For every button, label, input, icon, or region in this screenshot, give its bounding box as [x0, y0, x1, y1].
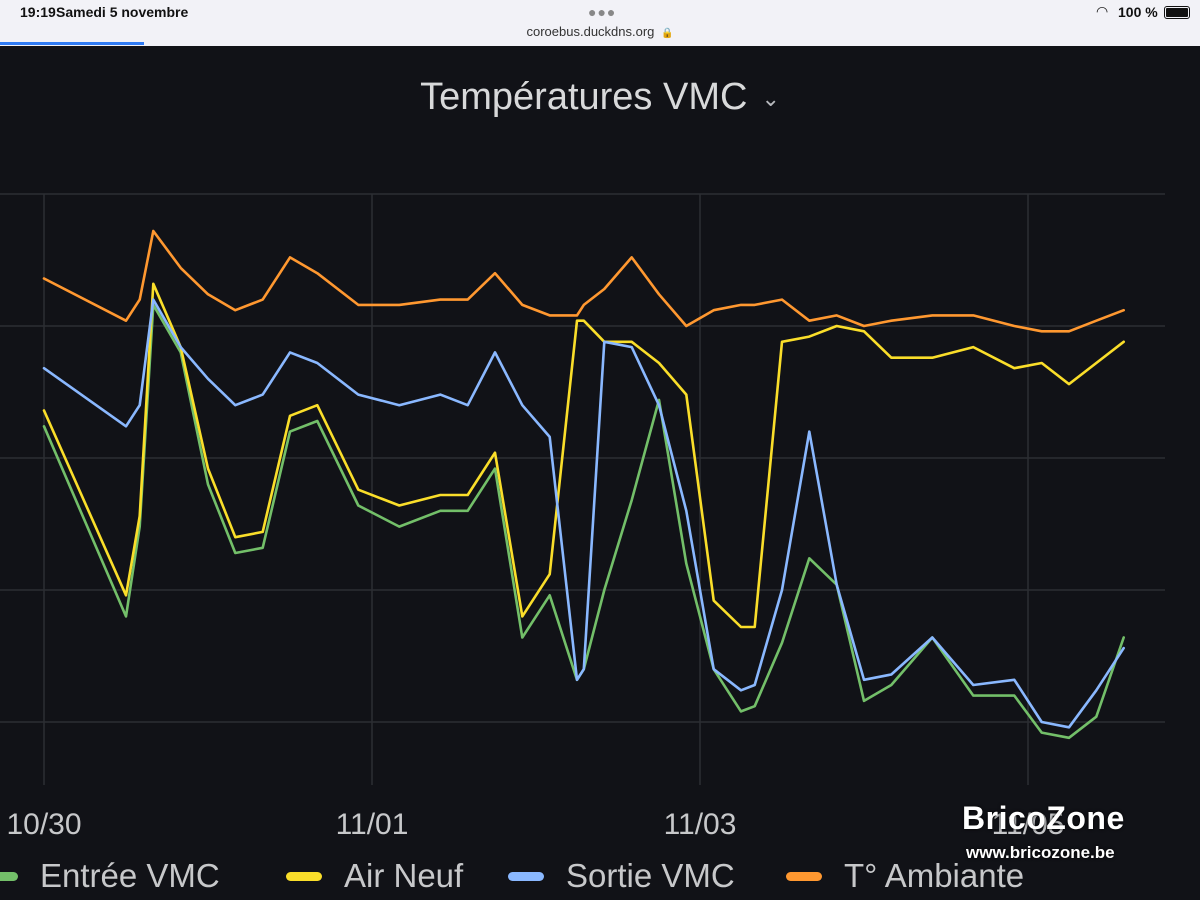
battery-percent: 100 %	[1118, 4, 1158, 20]
legend-label: Air Neuf	[344, 857, 464, 894]
watermark-logo: BricoZone www.bricozone.be	[962, 800, 1125, 863]
series-line-sortie-vmc[interactable]	[42, 298, 1125, 729]
chart-plot: 10/30 11/01 11/03 11/05	[0, 193, 1165, 841]
legend-swatch	[786, 871, 822, 881]
chart-legend: Entrée VMC Air Neuf Sortie VMC T° Ambiante	[0, 852, 1200, 900]
watermark-site: www.bricozone.be	[966, 843, 1115, 862]
status-bar: 19:19 Samedi 5 novembre ●●● coroebus.duc…	[0, 0, 1200, 46]
status-time: 19:19	[20, 4, 56, 20]
lock-icon: 🔒	[661, 28, 674, 39]
multitask-dots-icon[interactable]: ●●●	[588, 4, 617, 20]
x-tick-label: 11/05	[992, 808, 1065, 841]
legend-label: T° Ambiante	[844, 857, 1025, 894]
legend-item[interactable]: T° Ambiante	[786, 852, 1024, 900]
x-tick-label: 10/30	[6, 808, 81, 841]
url-text: coroebus.duckdns.org	[526, 24, 655, 39]
legend-label: Entrée VMC	[40, 857, 220, 894]
page-load-progress	[0, 42, 144, 45]
legend-swatch	[286, 871, 322, 881]
address-bar[interactable]: coroebus.duckdns.org 🔒	[0, 24, 1200, 39]
chart-title[interactable]: Températures VMC ⌄	[0, 76, 1200, 119]
legend-item[interactable]: Sortie VMC	[508, 852, 735, 900]
battery-icon	[1164, 6, 1190, 19]
wifi-icon: ◠	[1096, 3, 1109, 19]
chevron-down-icon[interactable]: ⌄	[761, 85, 780, 111]
status-date: Samedi 5 novembre	[56, 4, 189, 20]
series-line-t-ambiante[interactable]	[42, 229, 1125, 333]
legend-swatch	[0, 871, 18, 881]
legend-swatch	[508, 871, 544, 881]
watermark-brand: BricoZone	[962, 800, 1125, 836]
legend-label: Sortie VMC	[566, 857, 735, 894]
x-tick-label: 11/03	[664, 808, 737, 841]
legend-item[interactable]: Air Neuf	[286, 852, 463, 900]
x-tick-label: 11/01	[336, 808, 409, 841]
chart-title-text: Températures VMC	[420, 76, 748, 118]
legend-item[interactable]: Entrée VMC	[0, 852, 220, 900]
series-line-air-neuf[interactable]	[42, 282, 1125, 629]
